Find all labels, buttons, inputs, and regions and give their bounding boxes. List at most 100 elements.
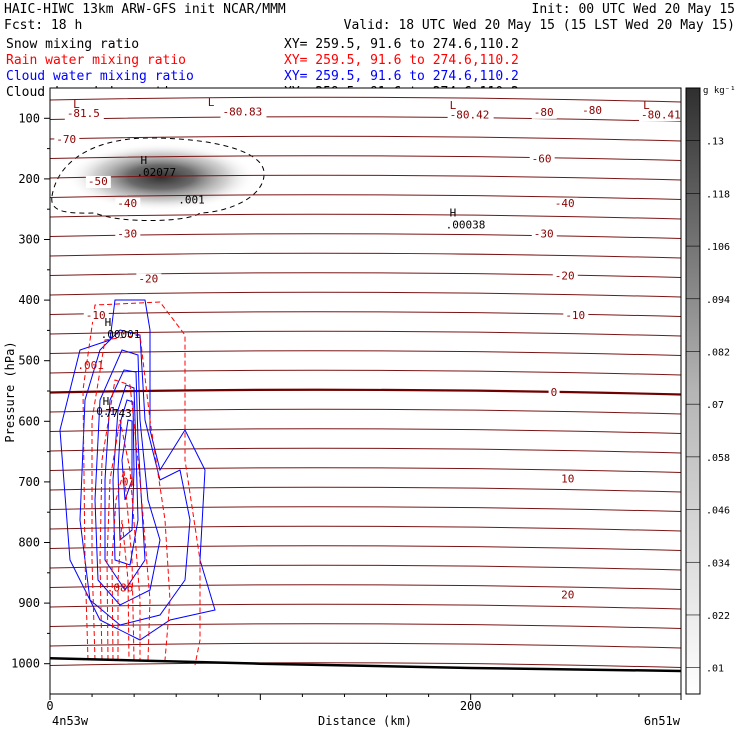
isotherm xyxy=(50,408,681,415)
isotherm xyxy=(50,486,681,493)
field-name: Rain water mixing ratio xyxy=(6,53,186,68)
surface-pressure-line xyxy=(50,656,681,673)
snow-mixing-ratio-shading xyxy=(66,143,256,211)
isotherm xyxy=(50,291,681,298)
temperature-label: -80.41 xyxy=(641,108,681,121)
high-marker: H xyxy=(140,154,147,167)
cloud-water-contour xyxy=(117,399,135,542)
cloud-water-contours xyxy=(59,299,216,641)
temperature-label-bg xyxy=(529,153,555,166)
cloud-water-contour xyxy=(104,369,146,591)
x-start-label: 4n53w xyxy=(52,714,89,728)
extremum-value: .7743 xyxy=(99,407,132,420)
rain-water-contour xyxy=(111,469,135,661)
high-marker: H xyxy=(450,206,457,219)
isotherm xyxy=(50,174,681,181)
temperature-label: -80 xyxy=(582,104,602,117)
colorbar-ramp xyxy=(685,87,701,695)
isotherm xyxy=(50,369,681,376)
colorbar-unit: g kg⁻¹ xyxy=(703,86,736,96)
x-axis: 0 200 xyxy=(46,694,682,713)
temperature-label: 20 xyxy=(561,588,574,601)
isotherm xyxy=(50,545,681,551)
colorbar-tick-label: .118 xyxy=(706,189,730,200)
temperature-label: -80.42 xyxy=(450,108,490,121)
isotherm xyxy=(50,213,681,220)
temperature-label: -50 xyxy=(88,175,108,188)
low-marker: L xyxy=(643,99,650,112)
contour-value-label: .001 xyxy=(77,359,104,372)
temperature-label: -30 xyxy=(534,228,554,241)
isotherm xyxy=(50,350,681,356)
low-marker: L xyxy=(450,99,457,112)
isotherm xyxy=(50,116,681,122)
y-tick-label: 500 xyxy=(18,354,40,368)
colorbar-tick-label: .034 xyxy=(706,558,730,569)
rain-water-contour xyxy=(117,519,130,661)
isotherm xyxy=(50,388,681,396)
isotherm xyxy=(50,155,681,161)
field-name: Cloud water mixing ratio xyxy=(6,69,194,84)
x-tick-label: 200 xyxy=(460,699,482,713)
temperature-label-bg xyxy=(447,109,494,122)
colorbar-tick-label: .082 xyxy=(706,347,730,358)
temperature-label-bg xyxy=(220,106,267,119)
isotherm xyxy=(50,252,681,259)
temperature-label-bg xyxy=(83,309,109,322)
temperature-label-bg xyxy=(552,270,578,283)
temperature-label: -30 xyxy=(117,228,137,241)
temperature-label-bg xyxy=(136,273,162,286)
isotherm xyxy=(50,603,681,610)
temperature-label: -80.83 xyxy=(222,105,262,118)
y-axis-label: Pressure (hPa) xyxy=(3,341,17,442)
y-tick-label: 900 xyxy=(18,596,40,610)
colorbar-tick-label: .094 xyxy=(706,295,730,306)
temperature-label: -70 xyxy=(56,133,76,146)
temperature-label-bg xyxy=(639,109,686,122)
temperature-label: -80 xyxy=(534,106,554,119)
y-tick-label: 400 xyxy=(18,293,40,307)
contour-value-label: 0.1 xyxy=(96,405,116,418)
isotherm xyxy=(50,584,681,590)
extremum-value: .02077 xyxy=(136,166,176,179)
cloud-water-contour xyxy=(94,349,161,606)
rain-water-contour xyxy=(99,379,151,661)
temperature-label: -60 xyxy=(532,153,552,166)
field-xy-range: XY= 259.5, 91.6 to 274.6,110.2 xyxy=(284,53,519,68)
header-title: HAIC-HIWC 13km ARW-GFS init NCAR/MMM xyxy=(4,2,286,17)
temperature-label-bg xyxy=(85,175,111,188)
cloud-water-contour xyxy=(79,329,191,626)
cloud-water-contour xyxy=(112,384,139,566)
colorbar-tick-label: .022 xyxy=(706,611,730,622)
field-xy-range: XY= 259.5, 91.6 to 274.6,110.2 xyxy=(284,37,519,52)
temperature-label: 0 xyxy=(551,386,558,399)
temperature-label-bg xyxy=(531,106,557,119)
x-axis-label: Distance (km) xyxy=(318,714,412,728)
high-marker: H xyxy=(103,395,110,408)
colorbar-tick-label: .07 xyxy=(706,400,724,411)
colorbar-tick-label: .058 xyxy=(706,453,730,464)
colorbar-tick-label: .01 xyxy=(706,664,724,675)
temperature-label: 10 xyxy=(561,473,574,486)
cloud-ice-contour xyxy=(51,137,265,222)
isotherm xyxy=(50,525,681,532)
temperature-label: -10 xyxy=(565,309,585,322)
low-marker: L xyxy=(208,96,215,109)
temperature-label-bg xyxy=(580,105,606,118)
x-tick-label: 0 xyxy=(46,699,53,713)
isotherm xyxy=(50,623,681,629)
isotherm xyxy=(50,135,681,142)
field-name: Snow mixing ratio xyxy=(6,37,139,52)
isotherm xyxy=(50,447,681,454)
low-marker: L xyxy=(73,98,80,111)
isotherm xyxy=(50,467,681,473)
isotherm xyxy=(50,564,681,571)
colorbar-tick-label: .106 xyxy=(706,242,730,253)
y-axis: 100 200 300 400 500 600 700 800 900 1000 xyxy=(11,111,50,671)
y-tick-label: 200 xyxy=(18,172,40,186)
colorbar-tick-label: .046 xyxy=(706,506,730,517)
temperature-label-bg xyxy=(552,197,578,210)
temperature-label: -40 xyxy=(117,197,137,210)
field-xy-range: XY= 259.5, 91.6 to 274.6,110.2 xyxy=(284,69,519,84)
y-tick-label: 300 xyxy=(18,233,40,247)
